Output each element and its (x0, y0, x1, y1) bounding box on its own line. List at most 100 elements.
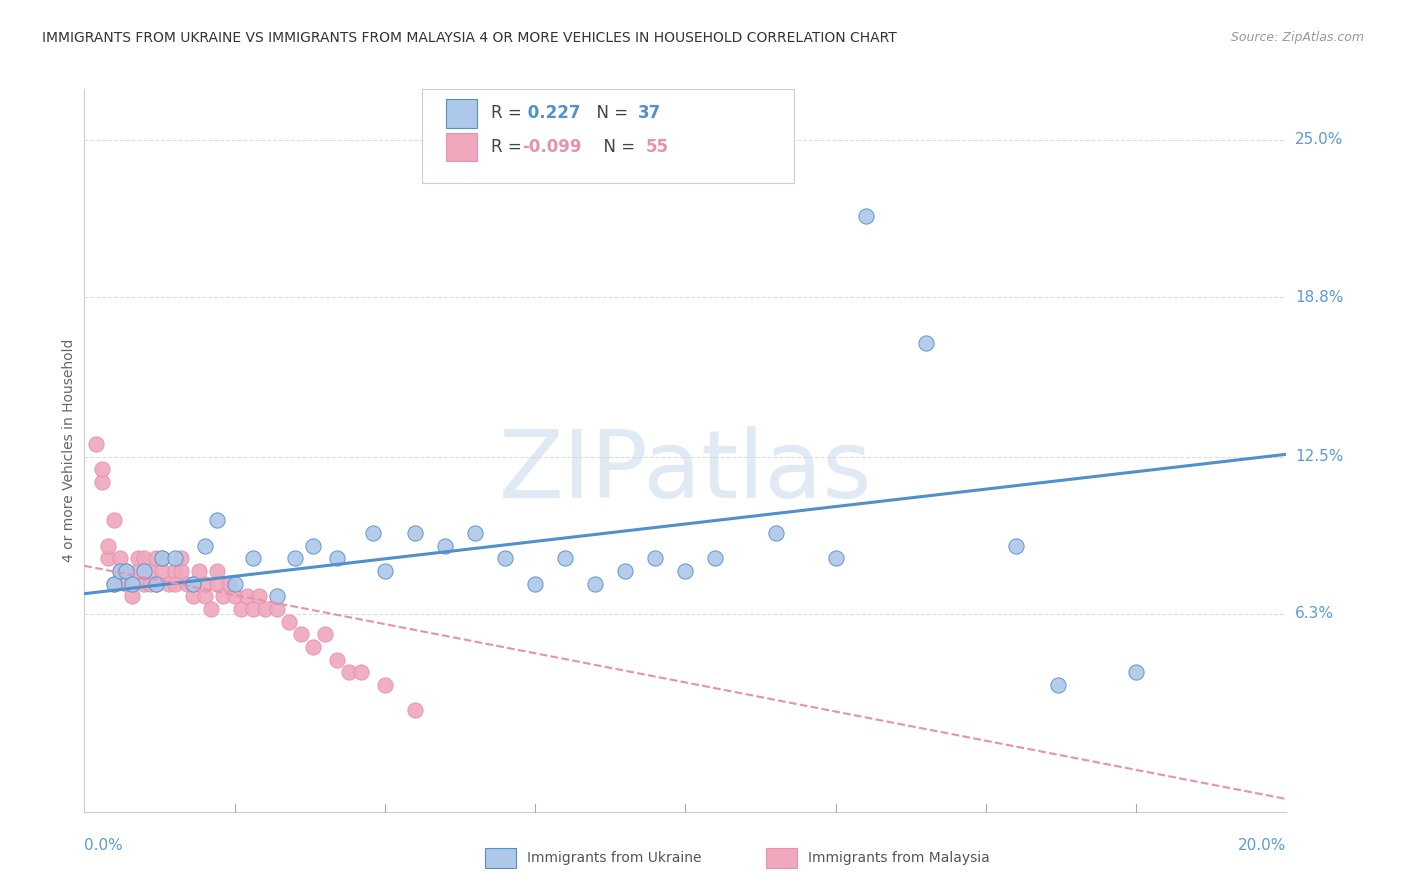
Point (494, 551, 516, 566)
Text: 18.8%: 18.8% (1295, 290, 1343, 304)
Point (134, 576, 156, 591)
Point (374, 678, 396, 692)
Point (181, 576, 204, 591)
Point (194, 589, 217, 603)
Point (121, 576, 143, 591)
Point (915, 335, 938, 350)
Point (121, 589, 143, 603)
Point (134, 564, 156, 578)
Point (157, 576, 180, 591)
Point (145, 576, 167, 591)
Text: ZIPatlas: ZIPatlas (499, 426, 872, 518)
Point (337, 665, 360, 680)
Text: Source: ZipAtlas.com: Source: ZipAtlas.com (1230, 31, 1364, 45)
Point (524, 576, 547, 591)
Point (152, 551, 174, 566)
Point (855, 209, 877, 223)
Point (152, 564, 174, 578)
Point (614, 564, 637, 578)
Text: IMMIGRANTS FROM UKRAINE VS IMMIGRANTS FROM MALAYSIA 4 OR MORE VEHICLES IN HOUSEH: IMMIGRANTS FROM UKRAINE VS IMMIGRANTS FR… (42, 31, 897, 45)
Point (218, 576, 240, 591)
Point (644, 551, 666, 566)
Point (247, 589, 270, 603)
Point (704, 551, 727, 566)
Point (115, 564, 138, 578)
Text: N =: N = (586, 104, 634, 122)
Point (97, 551, 120, 566)
Point (404, 703, 426, 717)
Point (314, 627, 336, 641)
Y-axis label: 4 or more Vehicles in Household: 4 or more Vehicles in Household (62, 339, 76, 562)
Point (361, 525, 384, 540)
Point (1047, 678, 1070, 692)
Text: -0.099: -0.099 (522, 138, 581, 156)
Text: 20.0%: 20.0% (1239, 838, 1286, 853)
Point (301, 640, 323, 654)
Point (266, 589, 288, 603)
Point (326, 551, 349, 566)
Point (675, 564, 697, 578)
Text: 0.0%: 0.0% (84, 838, 124, 853)
Point (242, 551, 264, 566)
Point (765, 525, 787, 540)
Point (464, 525, 486, 540)
Text: 25.0%: 25.0% (1295, 132, 1343, 147)
Point (242, 602, 264, 616)
Point (86, 437, 108, 451)
Point (301, 539, 323, 553)
Point (127, 551, 149, 566)
Point (205, 513, 228, 527)
Point (163, 564, 186, 578)
Point (224, 589, 246, 603)
Point (284, 551, 307, 566)
Point (115, 576, 138, 591)
Point (110, 564, 132, 578)
Point (103, 576, 125, 591)
Point (110, 564, 132, 578)
Point (583, 576, 606, 591)
Point (91, 475, 114, 490)
Text: N =: N = (593, 138, 641, 156)
Point (110, 551, 132, 566)
Text: 6.3%: 6.3% (1295, 607, 1334, 622)
Point (205, 576, 228, 591)
Point (145, 576, 167, 591)
Point (139, 576, 162, 591)
Point (139, 564, 162, 578)
Point (1125, 665, 1147, 680)
Text: Immigrants from Malaysia: Immigrants from Malaysia (808, 851, 990, 865)
Point (229, 602, 252, 616)
Point (266, 602, 288, 616)
Point (91, 462, 114, 476)
Point (554, 551, 576, 566)
Point (211, 589, 233, 603)
Text: R =: R = (491, 104, 527, 122)
Point (194, 576, 217, 591)
Text: 37: 37 (638, 104, 662, 122)
Point (169, 551, 191, 566)
Point (103, 576, 125, 591)
Text: Immigrants from Ukraine: Immigrants from Ukraine (527, 851, 702, 865)
Point (824, 551, 846, 566)
Point (404, 525, 426, 540)
Point (187, 564, 209, 578)
Point (145, 551, 167, 566)
Point (194, 539, 217, 553)
Point (163, 551, 186, 566)
Point (169, 564, 191, 578)
Point (200, 602, 222, 616)
Point (350, 665, 373, 680)
Text: R =: R = (491, 138, 527, 156)
Point (134, 551, 156, 566)
Point (127, 564, 149, 578)
Point (181, 589, 204, 603)
Text: 0.227: 0.227 (522, 104, 581, 122)
Text: 55: 55 (645, 138, 668, 156)
Point (235, 589, 257, 603)
Point (277, 615, 299, 629)
Point (181, 576, 204, 591)
Point (103, 513, 125, 527)
Point (290, 627, 312, 641)
Point (1005, 539, 1028, 553)
Point (434, 539, 457, 553)
